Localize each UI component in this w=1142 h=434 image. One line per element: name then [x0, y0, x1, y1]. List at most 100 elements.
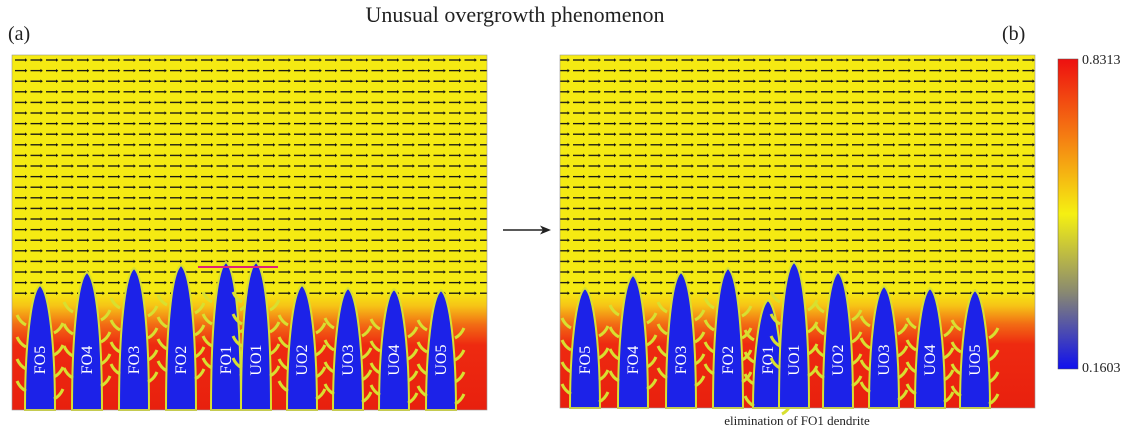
side-branch	[369, 318, 419, 339]
figure-title: Unusual overgrowth phenomenon	[366, 2, 665, 27]
side-branch	[15, 336, 65, 357]
dendrite	[117, 266, 151, 411]
dendrite	[164, 263, 198, 411]
side-branch	[156, 316, 206, 337]
side-branch	[769, 335, 819, 356]
dendrite-label: UO3	[340, 344, 357, 375]
panel-label: (a)	[8, 23, 30, 45]
panel-label: (b)	[1002, 23, 1025, 45]
colorbar-max: 0.8313	[1082, 53, 1121, 68]
dendrite	[958, 288, 992, 409]
dendrite-label: FO1	[760, 346, 777, 374]
dendrite-label: FO3	[126, 346, 143, 374]
side-branch	[156, 360, 206, 381]
side-branch	[608, 326, 658, 347]
dendrite-label: UO5	[967, 344, 984, 375]
dendrite	[239, 260, 273, 411]
side-branch	[62, 323, 112, 344]
dendrite-label: UO2	[830, 344, 847, 375]
dendrite	[70, 270, 104, 411]
dendrite-label: UO1	[786, 344, 803, 375]
side-branch	[416, 385, 466, 406]
dendrite-label: UO3	[876, 344, 893, 375]
side-branch	[156, 294, 206, 315]
side-branch	[950, 385, 1000, 406]
caption: elimination of FO1 dendrite	[724, 413, 870, 428]
dendrite	[424, 288, 458, 411]
side-branch	[656, 301, 706, 322]
side-branch	[62, 301, 112, 322]
side-branch	[62, 345, 112, 366]
side-branch	[231, 313, 281, 334]
panel: FO5 FO4 FO3 FO2 FO1 UO1 UO2 UO3 UO4 UO5	[559, 54, 1036, 416]
colorbar	[1057, 58, 1079, 370]
dendrite-label: FO5	[32, 346, 49, 374]
side-branch	[656, 323, 706, 344]
side-branch	[905, 361, 955, 382]
side-branch	[231, 335, 281, 356]
dendrite-label: UO2	[294, 344, 311, 375]
side-branch	[859, 381, 909, 402]
dendrite-label: FO2	[720, 346, 737, 374]
side-branch	[656, 367, 706, 388]
side-branch	[813, 323, 863, 344]
side-branch	[416, 319, 466, 340]
side-branch	[560, 383, 610, 404]
side-branch	[656, 345, 706, 366]
panel-border	[11, 54, 488, 411]
dendrite	[331, 286, 365, 411]
side-branch	[608, 370, 658, 391]
side-branch	[813, 345, 863, 366]
dendrite-label: UO5	[433, 344, 450, 375]
side-branch	[560, 361, 610, 382]
dendrite	[285, 283, 319, 411]
side-branch	[416, 341, 466, 362]
dendrite	[777, 260, 811, 409]
side-branch	[323, 383, 373, 404]
side-branch	[15, 380, 65, 401]
side-branch	[950, 363, 1000, 384]
side-branch	[608, 304, 658, 325]
side-branch	[950, 341, 1000, 362]
colorbar-min: 0.1603	[1082, 361, 1121, 376]
panel: FO5 FO4 FO3 FO2 FO1 UO1 UO2 UO3 UO4 UO5	[11, 54, 488, 411]
side-branch	[277, 358, 327, 379]
dendrite-label: UO4	[386, 344, 403, 375]
side-branch	[277, 314, 327, 335]
dendrite	[711, 266, 745, 409]
dendrite	[664, 270, 698, 409]
dendrite	[616, 273, 650, 409]
side-branch	[109, 363, 159, 384]
side-branch	[277, 380, 327, 401]
dendrite-label: UO4	[922, 344, 939, 375]
side-branch	[323, 339, 373, 360]
side-branch	[859, 359, 909, 380]
side-branch	[560, 339, 610, 360]
panel-border	[559, 54, 1036, 409]
side-branch	[859, 337, 909, 358]
side-branch	[369, 384, 419, 405]
side-branch	[156, 338, 206, 359]
dendrite	[867, 284, 901, 409]
velocity-field	[560, 55, 1035, 295]
side-branch	[560, 317, 610, 338]
side-branch	[109, 319, 159, 340]
side-branch	[231, 357, 281, 378]
side-branch	[905, 317, 955, 338]
side-branch	[277, 336, 327, 357]
side-branch	[813, 301, 863, 322]
side-branch	[62, 367, 112, 388]
dendrite-label: FO4	[625, 346, 642, 374]
side-branch	[109, 297, 159, 318]
side-branch	[905, 339, 955, 360]
side-branch	[608, 348, 658, 369]
side-branch	[769, 357, 819, 378]
dendrite-label: UO1	[248, 344, 265, 375]
side-branch	[769, 291, 819, 312]
side-branch	[813, 367, 863, 388]
dendrite-label: FO2	[173, 346, 190, 374]
dendrite-label: FO5	[577, 346, 594, 374]
transition-arrowhead	[540, 225, 551, 235]
dendrite	[377, 287, 411, 411]
